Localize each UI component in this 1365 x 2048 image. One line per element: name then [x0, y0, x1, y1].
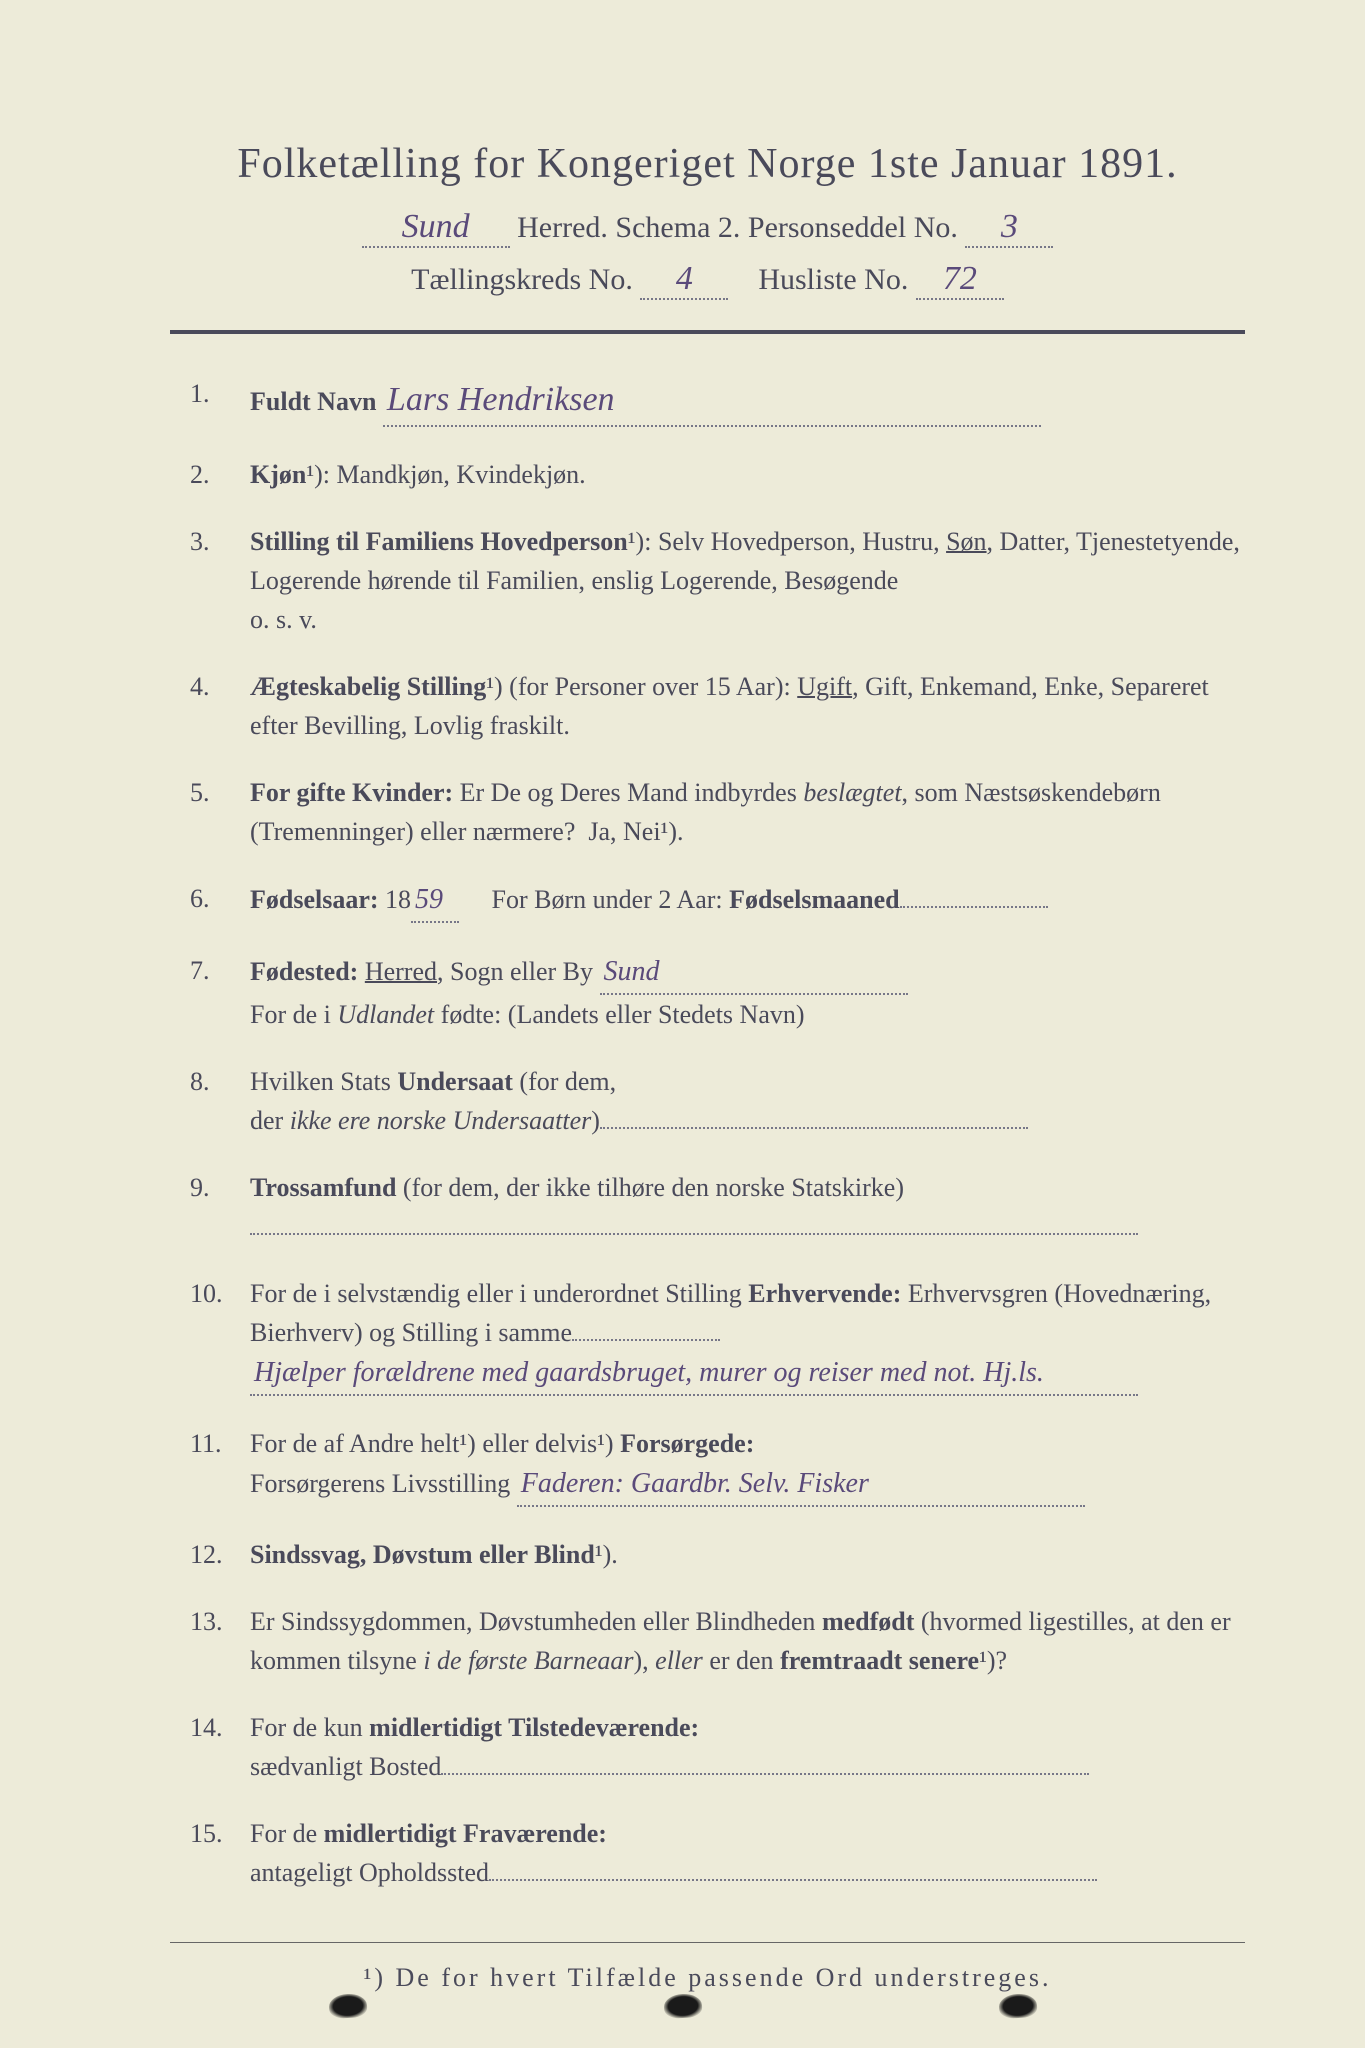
- text-2: Mandkjøn, Kvindekjøn.: [337, 460, 586, 489]
- header-line-1: Sund Herred. Schema 2. Personseddel No. …: [170, 208, 1245, 248]
- item-11: 11. For de af Andre helt¹) eller delvis¹…: [190, 1424, 1245, 1507]
- item-7: 7. Fødested: Herred, Sogn eller By Sund …: [190, 951, 1245, 1034]
- item-10: 10. For de i selvstændig eller i underor…: [190, 1274, 1245, 1396]
- label-1: Fuldt Navn: [250, 387, 376, 416]
- item-14: 14. For de kun midlertidigt Tilstedevære…: [190, 1708, 1245, 1786]
- binding-holes: [0, 1994, 1365, 2018]
- label-3: Stilling til Familiens Hovedperson: [250, 527, 628, 556]
- label-12: Sindssvag, Døvstum eller Blind: [250, 1540, 595, 1569]
- label-5: For gifte Kvinder:: [250, 778, 453, 807]
- kreds-no: 4: [676, 260, 693, 297]
- husliste-label: Husliste No.: [758, 263, 908, 296]
- footnote: ¹) De for hvert Tilfælde passende Ord un…: [170, 1942, 1245, 1993]
- divider: [170, 330, 1245, 334]
- occupation-value: Hjælper forældrene med gaardsbruget, mur…: [254, 1357, 1044, 1388]
- birthplace-value: Sund: [604, 956, 660, 987]
- label-4: Ægteskabelig Stilling: [250, 672, 486, 701]
- item-13: 13. Er Sindssygdommen, Døvstumheden elle…: [190, 1602, 1245, 1680]
- item-8: 8. Hvilken Stats Undersaat (for dem, der…: [190, 1062, 1245, 1140]
- hole-icon: [663, 1993, 702, 2019]
- form-title: Folketælling for Kongeriget Norge 1ste J…: [170, 140, 1245, 188]
- provider-value: Faderen: Gaardbr. Selv. Fisker: [521, 1468, 869, 1499]
- item-15: 15. For de midlertidigt Fraværende: anta…: [190, 1814, 1245, 1892]
- label-6: Fødselsaar:: [250, 885, 379, 914]
- item-4: 4. Ægteskabelig Stilling¹) (for Personer…: [190, 667, 1245, 745]
- census-form-page: Folketælling for Kongeriget Norge 1ste J…: [0, 0, 1365, 2048]
- schema-label: Herred. Schema 2. Personseddel No.: [517, 211, 958, 244]
- label-7: Fødested:: [250, 957, 358, 986]
- item-1: 1. Fuldt Navn Lars Hendriksen: [190, 374, 1245, 427]
- label-2: Kjøn: [250, 460, 306, 489]
- name-value: Lars Hendriksen: [387, 381, 615, 418]
- item-9: 9. Trossamfund (for dem, der ikke tilhør…: [190, 1168, 1245, 1246]
- item-2: 2. Kjøn¹): Mandkjøn, Kvindekjøn.: [190, 455, 1245, 494]
- hole-icon: [998, 1993, 1037, 2019]
- underlined-3: Søn: [946, 527, 986, 556]
- husliste-no: 72: [943, 260, 977, 297]
- label-9: Trossamfund: [250, 1173, 396, 1202]
- hole-icon: [328, 1993, 367, 2019]
- kreds-label: Tællingskreds No.: [411, 263, 633, 296]
- personseddel-no: 3: [1001, 208, 1018, 245]
- item-6: 6. Fødselsaar: 1859 For Børn under 2 Aar…: [190, 879, 1245, 923]
- birth-year: 59: [415, 884, 443, 915]
- herred-value: Sund: [402, 208, 470, 245]
- item-3: 3. Stilling til Familiens Hovedperson¹):…: [190, 522, 1245, 639]
- item-12: 12. Sindssvag, Døvstum eller Blind¹).: [190, 1535, 1245, 1574]
- underlined-4: Ugift: [797, 672, 852, 701]
- item-5: 5. For gifte Kvinder: Er De og Deres Man…: [190, 773, 1245, 851]
- header-line-2: Tællingskreds No. 4 Husliste No. 72: [170, 260, 1245, 300]
- form-body: 1. Fuldt Navn Lars Hendriksen 2. Kjøn¹):…: [170, 374, 1245, 1892]
